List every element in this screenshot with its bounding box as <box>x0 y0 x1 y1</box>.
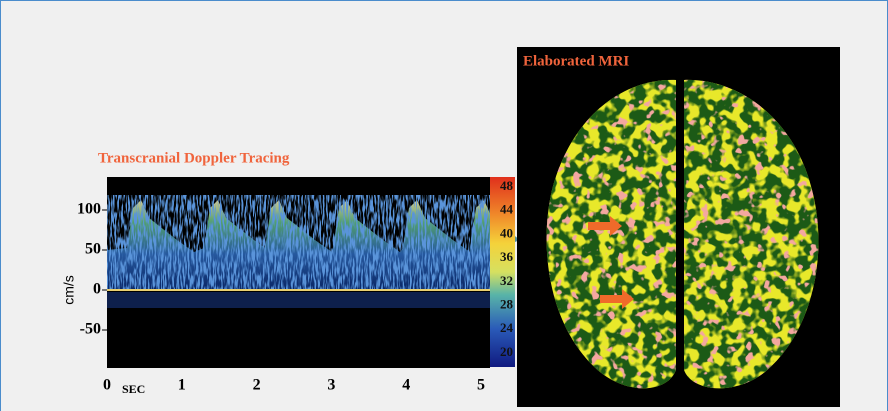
scale-label: 44 <box>500 202 514 217</box>
doppler-title: Transcranial Doppler Tracing <box>98 150 290 166</box>
scale-label: 48 <box>500 178 514 193</box>
x-tick-label: 2 <box>253 377 261 394</box>
y-tick-label: 100 <box>77 201 101 218</box>
scale-label: 40 <box>500 225 513 240</box>
figure: Transcranial Doppler Tracing cm/s SEC El… <box>0 0 888 411</box>
x-tick-label: 0 <box>103 377 111 394</box>
x-tick-label: 3 <box>327 377 335 394</box>
x-tick-label: 5 <box>477 377 485 394</box>
y-tick-label: 0 <box>93 281 101 298</box>
page: {"doppler": {"title": "Transcranial Dopp… <box>0 0 888 411</box>
mri-title: Elaborated MRI <box>523 53 629 69</box>
scale-label: 20 <box>500 344 513 359</box>
waveform-noise <box>107 195 490 290</box>
scale-label: 36 <box>500 249 514 264</box>
scale-label: 24 <box>500 320 514 335</box>
reverse-flow <box>107 292 490 308</box>
scale-label: 28 <box>500 296 514 311</box>
y-tick-label: -50 <box>80 321 101 338</box>
y-tick-label: 50 <box>85 241 101 258</box>
x-tick-label: 1 <box>178 377 186 394</box>
y-axis-label: cm/s <box>61 275 77 305</box>
scale-label: 32 <box>500 273 513 288</box>
x-unit: SEC <box>122 382 145 396</box>
x-tick-label: 4 <box>402 377 410 394</box>
